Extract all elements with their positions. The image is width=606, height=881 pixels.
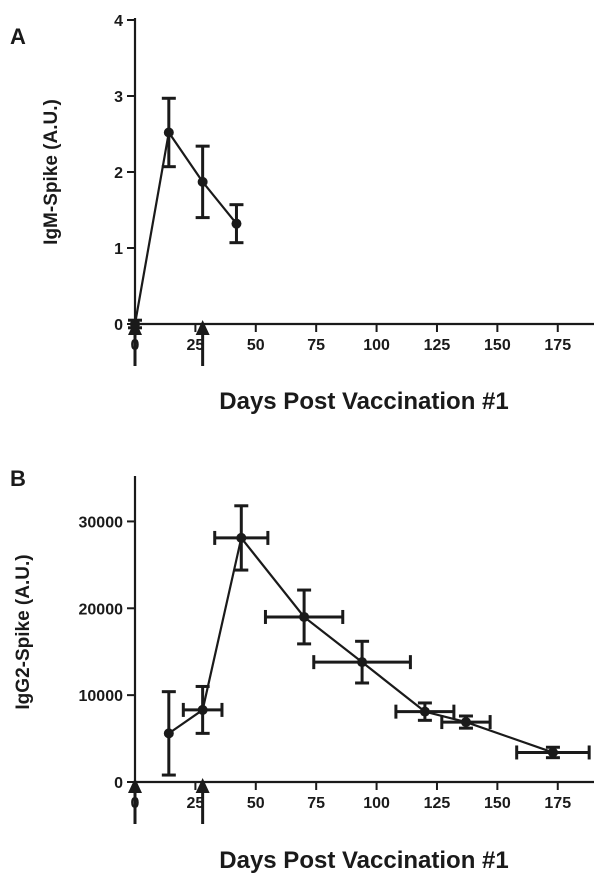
panel-b-vaccination-arrow-head (128, 778, 142, 793)
panel-a-data-point (197, 176, 208, 187)
panel-b-data-point (419, 706, 430, 717)
panel-a-y-tick-label: 4 (114, 13, 123, 30)
panel-b-y-axis-title: IgG2-Spike (A.U.) (13, 554, 34, 709)
panel-b: B IgG2-Spike (A.U.) Days Post Vaccinatio… (10, 466, 594, 874)
panel-b-y-tick-label: 0 (114, 775, 123, 792)
panel-a-x-axis-title: Days Post Vaccination #1 (219, 388, 508, 415)
panel-a-x-tick-label: 50 (247, 337, 265, 354)
panel-a-data-point (163, 127, 174, 138)
panel-a-x-tick-label: 125 (424, 337, 451, 354)
panel-b-y-tick-label: 20000 (79, 601, 124, 618)
panel-b-data-point (357, 657, 368, 668)
panel-b-x-axis-title: Days Post Vaccination #1 (219, 847, 508, 874)
panel-a-x-tick-label: 25 (186, 337, 204, 354)
panel-a-y-axis-title: IgM-Spike (A.U.) (41, 99, 62, 245)
panel-a-y-tick-label: 1 (114, 241, 123, 258)
panel-b-y-tick-label: 30000 (79, 514, 124, 531)
panel-b-data-point (547, 747, 558, 758)
panel-b-series-line (168, 535, 554, 754)
panel-a-x-tick-label: 175 (544, 337, 571, 354)
panel-b-x-tick-label: 125 (424, 795, 451, 812)
panel-a-x-tick-label: 150 (484, 337, 511, 354)
panel-b-y-tick-label: 10000 (79, 688, 124, 705)
panel-a: A IgM-Spike (A.U.) Days Post Vaccination… (10, 13, 594, 415)
panel-a-y-tick-label: 2 (114, 165, 123, 182)
panel-a-data-point (130, 319, 140, 329)
panel-a-y-tick-label: 0 (114, 317, 123, 334)
panel-b-data-point (460, 717, 471, 728)
panel-a-x-tick-label: 75 (307, 337, 325, 354)
panel-b-x-tick-label: 150 (484, 795, 511, 812)
panel-b-x-tick-label: 50 (247, 795, 265, 812)
panel-b-x-tick-label: 175 (544, 795, 571, 812)
panel-b-data-point (299, 611, 310, 622)
panel-a-letter: A (10, 24, 26, 49)
panel-a-data-point (231, 218, 242, 229)
panel-b-data-point (197, 704, 208, 715)
panel-a-x-tick-label: 100 (363, 337, 390, 354)
panel-a-y-tick-label: 3 (114, 89, 123, 106)
panel-a-vaccination-arrow-head (195, 320, 210, 335)
panel-b-x-tick-label: 75 (307, 795, 325, 812)
panel-b-x-tick-label: 25 (186, 795, 204, 812)
panel-b-x-tick-label: 100 (363, 795, 390, 812)
panel-b-data-point (163, 728, 174, 739)
panel-b-data-point (236, 532, 247, 543)
panel-b-letter: B (10, 466, 26, 491)
panel-b-vaccination-arrow-head (195, 778, 210, 793)
panel-a-series-line (133, 129, 238, 325)
